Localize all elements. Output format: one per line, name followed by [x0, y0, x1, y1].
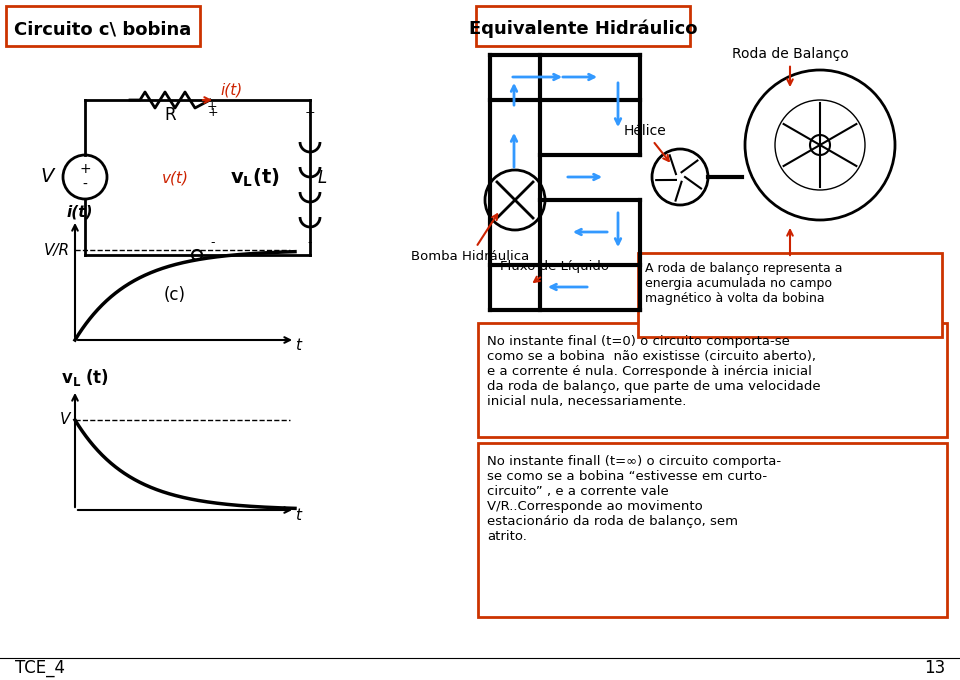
FancyBboxPatch shape: [6, 6, 200, 46]
Text: t: t: [295, 337, 301, 352]
Text: Bomba Hidráulica: Bomba Hidráulica: [411, 214, 529, 263]
Text: TCE_4: TCE_4: [15, 659, 65, 677]
Text: V: V: [40, 167, 54, 186]
Text: +: +: [304, 107, 315, 120]
Text: -: -: [211, 237, 215, 250]
Text: Circuito c\ bobina: Circuito c\ bobina: [14, 20, 192, 38]
Text: $\mathbf{v_L\ (t)}$: $\mathbf{v_L\ (t)}$: [61, 367, 109, 388]
Text: +: +: [207, 107, 218, 120]
FancyBboxPatch shape: [476, 6, 690, 46]
Text: t: t: [295, 507, 301, 522]
Text: R: R: [164, 106, 176, 124]
Text: Hélice: Hélice: [624, 124, 669, 161]
Text: L: L: [318, 169, 327, 187]
Text: i(t): i(t): [220, 82, 242, 97]
FancyBboxPatch shape: [478, 443, 947, 617]
Text: i(t): i(t): [67, 205, 93, 220]
Text: No instante final (t=0) o circuito comporta-se
como se a bobina  não existisse (: No instante final (t=0) o circuito compo…: [487, 335, 821, 408]
Text: -: -: [308, 237, 312, 250]
Text: +
-: + -: [79, 162, 91, 192]
Text: No instante finall (t=∞) o circuito comporta-
se como se a bobina “estivesse em : No instante finall (t=∞) o circuito comp…: [487, 455, 781, 543]
Text: Roda de Balanço: Roda de Balanço: [732, 47, 849, 85]
Text: $\mathbf{v_L(t)}$: $\mathbf{v_L(t)}$: [230, 167, 279, 189]
Text: v(t): v(t): [161, 171, 188, 186]
Text: Equivalente Hidráulico: Equivalente Hidráulico: [468, 20, 697, 38]
Text: Fluxo de Líquido: Fluxo de Líquido: [500, 260, 610, 282]
Text: A roda de balanço representa a
energia acumulada no campo
magnético à volta da b: A roda de balanço representa a energia a…: [645, 262, 843, 305]
Text: 13: 13: [924, 659, 945, 677]
Text: (c): (c): [164, 286, 186, 304]
FancyBboxPatch shape: [638, 253, 942, 337]
Text: +: +: [206, 101, 217, 114]
Text: V: V: [60, 413, 70, 428]
Text: V/R: V/R: [44, 243, 70, 258]
FancyBboxPatch shape: [478, 323, 947, 437]
